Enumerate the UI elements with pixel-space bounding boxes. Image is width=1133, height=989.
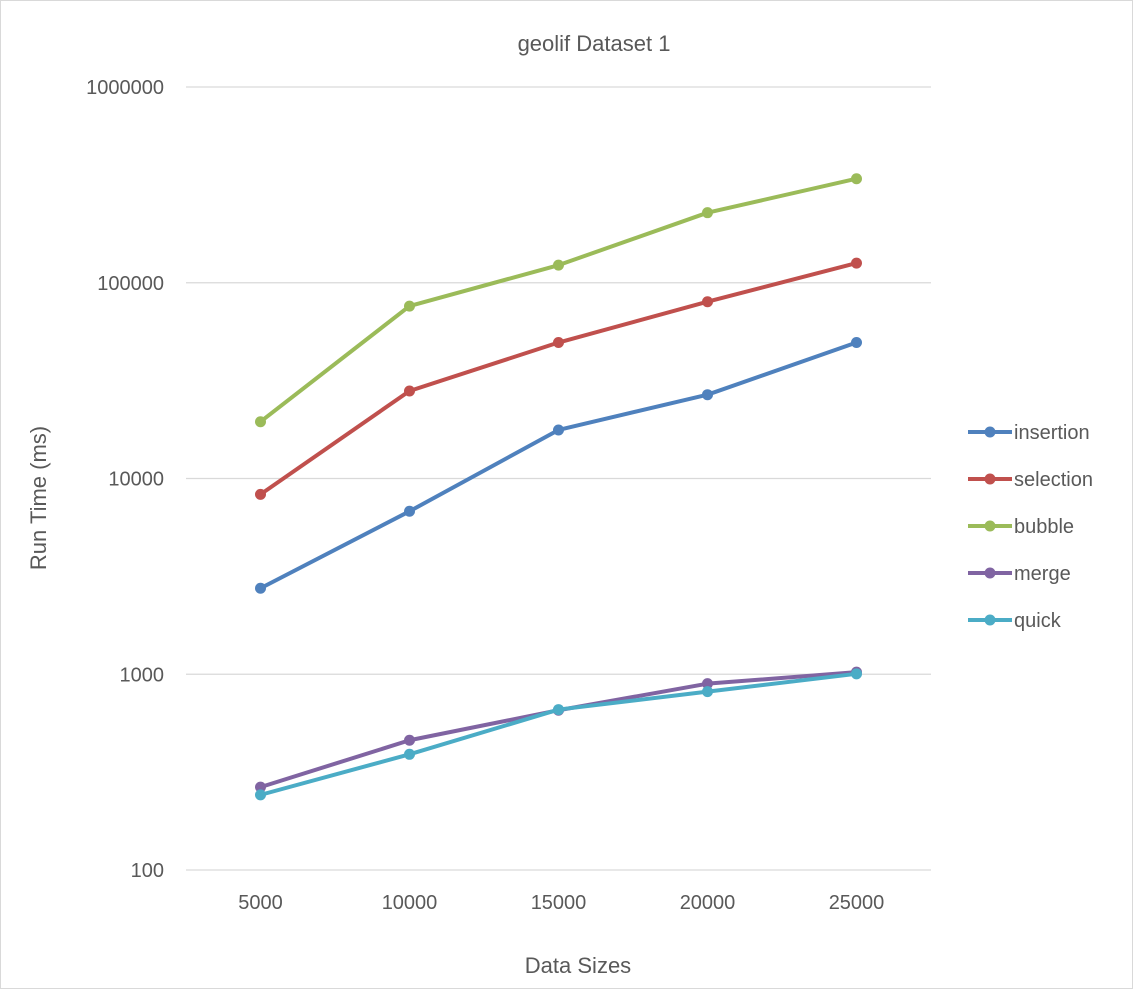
data-point-insertion: [851, 337, 862, 349]
series-selection: [255, 257, 862, 500]
data-point-insertion: [702, 389, 713, 401]
series-quick: [255, 668, 862, 801]
legend-label: insertion: [1014, 422, 1090, 444]
legend-item-quick: quick: [968, 610, 1062, 632]
data-point-bubble: [851, 173, 862, 185]
legend-item-merge: merge: [968, 563, 1071, 585]
data-point-insertion: [255, 582, 266, 594]
legend-item-insertion: insertion: [968, 422, 1090, 444]
series-bubble: [255, 173, 862, 428]
data-point-selection: [404, 385, 415, 397]
legend-label: selection: [1014, 469, 1093, 491]
legend-marker: [984, 426, 996, 438]
chart-title: geolif Dataset 1: [518, 31, 671, 56]
legend: insertion selection bubble merge quick: [968, 422, 1093, 632]
legend-label: quick: [1014, 610, 1062, 632]
x-tick-label: 25000: [829, 892, 885, 914]
y-axis-ticks: 100 1000 10000 100000 1000000: [86, 77, 164, 882]
data-point-selection: [553, 337, 564, 349]
data-point-merge: [702, 678, 713, 690]
data-point-insertion: [553, 424, 564, 436]
legend-marker: [984, 567, 996, 579]
data-point-quick: [851, 668, 862, 680]
data-point-merge: [255, 781, 266, 793]
y-tick-label: 10000: [108, 469, 164, 491]
y-tick-label: 1000000: [86, 77, 164, 99]
data-point-quick: [404, 748, 415, 760]
data-point-quick: [255, 789, 266, 801]
legend-label: merge: [1014, 563, 1071, 585]
legend-marker: [984, 473, 996, 485]
data-point-bubble: [702, 207, 713, 219]
data-point-merge: [404, 734, 415, 746]
legend-item-selection: selection: [968, 469, 1093, 491]
x-tick-label: 10000: [382, 892, 438, 914]
series-line-bubble: [258, 176, 859, 424]
x-tick-label: 5000: [238, 892, 283, 914]
data-point-bubble: [553, 259, 564, 271]
data-point-selection: [255, 488, 266, 500]
y-tick-label: 100: [131, 860, 164, 882]
x-axis-title: Data Sizes: [525, 953, 631, 978]
data-point-bubble: [255, 416, 266, 428]
series-lines: [255, 173, 862, 801]
y-tick-label: 1000: [120, 664, 165, 686]
x-tick-label: 20000: [680, 892, 736, 914]
data-point-insertion: [404, 505, 415, 517]
series-insertion: [255, 337, 862, 594]
data-point-selection: [851, 257, 862, 269]
data-point-quick: [553, 704, 564, 716]
legend-marker: [984, 520, 996, 532]
x-tick-label: 15000: [531, 892, 587, 914]
legend-label: bubble: [1014, 516, 1074, 538]
y-axis-title: Run Time (ms): [26, 426, 51, 570]
series-line-quick: [258, 671, 859, 797]
data-point-quick: [702, 686, 713, 698]
series-line-selection: [258, 261, 859, 497]
data-point-bubble: [404, 300, 415, 312]
y-tick-label: 100000: [97, 273, 164, 295]
data-point-selection: [702, 296, 713, 308]
legend-marker: [984, 614, 996, 626]
legend-item-bubble: bubble: [968, 516, 1074, 538]
x-axis-ticks: 5000 10000 15000 20000 25000: [238, 892, 884, 914]
gridlines: [186, 86, 931, 871]
series-line-insertion: [258, 340, 859, 591]
